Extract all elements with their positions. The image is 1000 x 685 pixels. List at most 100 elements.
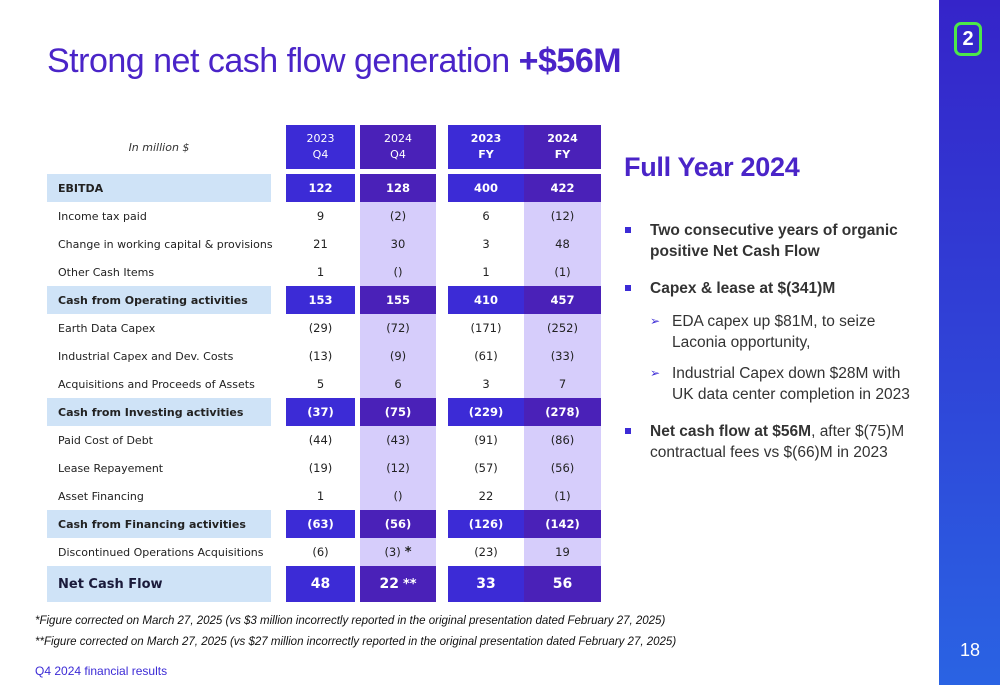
- cell-text: (9): [389, 349, 407, 363]
- page-title: Strong net cash flow generation +$56M: [47, 42, 622, 81]
- row-label: Cash from Financing activities: [47, 510, 271, 538]
- cell-text: 400: [473, 181, 498, 195]
- cell-value: 56: [524, 566, 601, 602]
- cell-text: (278): [545, 405, 580, 419]
- cell-value: 9: [286, 202, 355, 230]
- cell-value: (3) *: [360, 538, 436, 566]
- cell-value: (63): [286, 510, 355, 538]
- cell-text: (252): [547, 321, 578, 335]
- col-header-2024-q4: 2024 Q4: [360, 125, 436, 169]
- title-highlight: +$56M: [518, 42, 622, 80]
- table-row: Lease Repayement (19) (12) (57) (56): [47, 454, 602, 482]
- cell-text: 48: [555, 237, 570, 251]
- table-row: Net Cash Flow 48 22 ** 33 56: [47, 566, 602, 602]
- cell-value: 3: [448, 230, 524, 258]
- table-row: EBITDA 122 128 400 422: [47, 174, 602, 202]
- cell-text: 7: [558, 377, 567, 391]
- title-main: Strong net cash flow generation: [47, 42, 519, 80]
- arrow-bullet-icon: ➢: [650, 314, 661, 328]
- cell-text: (56): [550, 461, 575, 475]
- cell-text: (3): [384, 545, 401, 559]
- cell-text: (1): [554, 265, 571, 279]
- cell-text: 56: [552, 576, 573, 592]
- sub-bullet-eda-capex: ➢ EDA capex up $81M, to seize Laconia op…: [624, 311, 924, 353]
- cell-value: (91): [448, 426, 524, 454]
- cell-text: (171): [470, 321, 502, 335]
- cell-text: (12): [386, 461, 410, 475]
- cell-text: 19: [555, 545, 570, 559]
- cell-text: 21: [313, 237, 328, 251]
- col-year: 2024: [547, 132, 578, 145]
- company-logo-icon: 2: [954, 22, 982, 56]
- table-row: Cash from Financing activities (63) (56) (1…: [47, 510, 602, 538]
- col-period: Q4: [312, 148, 329, 161]
- table-row: Paid Cost of Debt (44) (43) (91) (86): [47, 426, 602, 454]
- col-year: 2024: [384, 132, 412, 145]
- cell-text: (): [393, 265, 403, 279]
- cell-text: 48: [310, 576, 331, 592]
- cell-value: (1): [524, 258, 601, 286]
- cell-value: (43): [360, 426, 436, 454]
- cell-value: 457: [524, 286, 601, 314]
- cell-value: (56): [524, 454, 601, 482]
- footnote-double-asterisk: **Figure corrected on March 27, 2025 (vs…: [35, 636, 677, 648]
- cell-text: (229): [468, 405, 504, 419]
- cell-value: (142): [524, 510, 601, 538]
- row-label: Cash from Investing activities: [47, 398, 271, 426]
- cell-value: 7: [524, 370, 601, 398]
- cell-text: (61): [474, 349, 498, 363]
- cell-value: (229): [448, 398, 524, 426]
- cell-value: 122: [286, 174, 355, 202]
- cell-value: (6): [286, 538, 355, 566]
- section-heading: Full Year 2024: [624, 152, 800, 182]
- row-label: Industrial Capex and Dev. Costs: [58, 349, 234, 363]
- arrow-bullet-icon: ➢: [650, 366, 661, 380]
- cell-text: 9: [316, 209, 325, 223]
- col-period: FY: [554, 148, 571, 161]
- cell-text: 3: [482, 377, 490, 391]
- cell-value: (29): [286, 314, 355, 342]
- cell-value: (2): [360, 202, 436, 230]
- cell-text: 3: [482, 237, 490, 251]
- cell-text: (43): [386, 433, 410, 447]
- cell-text: 22: [379, 576, 399, 592]
- table-row: Acquisitions and Proceeds of Assets 5 6 3 7: [47, 370, 602, 398]
- table-row: Cash from Operating activities 153 155 410 4…: [47, 286, 602, 314]
- row-label: Net Cash Flow: [47, 566, 271, 602]
- bullet-net-cash-flow: Net cash flow at $56M, after $(75)M cont…: [624, 421, 924, 463]
- cell-value: (23): [448, 538, 524, 566]
- cell-value: 6: [448, 202, 524, 230]
- cell-text: 6: [394, 377, 402, 391]
- cell-text: 6: [482, 209, 490, 223]
- cell-value: (86): [524, 426, 601, 454]
- cell-text: 457: [550, 293, 575, 307]
- cell-text: (142): [545, 517, 580, 531]
- cell-text: (12): [550, 209, 575, 223]
- unit-label: In million $: [128, 140, 190, 154]
- row-label: Income tax paid: [58, 209, 147, 223]
- table-row: Earth Data Capex (29) (72) (171) (252): [47, 314, 602, 342]
- cell-text: 33: [476, 576, 496, 592]
- cell-value: 410: [448, 286, 524, 314]
- cell-text: 1: [316, 489, 325, 503]
- cell-value: 3: [448, 370, 524, 398]
- cell-value: 6: [360, 370, 436, 398]
- cell-value: (72): [360, 314, 436, 342]
- col-year: 2023: [306, 132, 335, 145]
- cell-text: 30: [390, 237, 406, 251]
- table-row: Cash from Investing activities (37) (75) (2…: [47, 398, 602, 426]
- row-label: Paid Cost of Debt: [58, 433, 153, 447]
- cell-value: 19: [524, 538, 601, 566]
- highlights-list: Two consecutive years of organic positiv…: [624, 220, 924, 479]
- cell-text: (86): [550, 433, 575, 447]
- row-label: Discontinued Operations Acquisitions: [58, 545, 264, 559]
- col-header-2023-q4: 2023 Q4: [286, 125, 355, 169]
- cell-text: (91): [474, 433, 498, 447]
- sub-bullet-text: EDA capex up $81M, to seize Laconia oppo…: [672, 313, 876, 351]
- cell-text: (72): [386, 321, 410, 335]
- cell-value: (): [360, 258, 436, 286]
- cell-value: 153: [286, 286, 355, 314]
- cell-value: 30: [360, 230, 436, 258]
- cell-value: 48: [524, 230, 601, 258]
- cell-text: 422: [550, 181, 575, 195]
